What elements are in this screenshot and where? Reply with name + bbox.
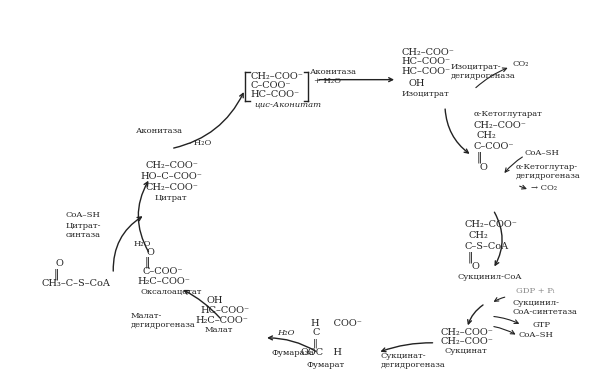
Text: H₂O: H₂O: [277, 329, 295, 337]
Text: HO–C–COO⁻: HO–C–COO⁻: [140, 172, 202, 181]
Text: O: O: [472, 263, 480, 272]
Text: CH₂–COO⁻: CH₂–COO⁻: [440, 337, 493, 346]
Text: O: O: [480, 163, 487, 172]
Text: CoA-синтетаза: CoA-синтетаза: [512, 308, 577, 316]
Text: HC–COO⁻: HC–COO⁻: [402, 58, 451, 67]
Text: CH₂–COO⁻: CH₂–COO⁻: [474, 121, 527, 130]
Text: CH₂: CH₂: [477, 131, 496, 140]
Text: Сукцинил-CoA: Сукцинил-CoA: [458, 273, 522, 281]
Text: C–COO⁻: C–COO⁻: [142, 267, 183, 276]
Text: Цитрат-: Цитрат-: [65, 222, 101, 230]
Text: CoA–SH: CoA–SH: [65, 211, 100, 219]
Text: OOC: OOC: [301, 348, 324, 357]
Text: GDP + Pᵢ: GDP + Pᵢ: [516, 287, 555, 294]
Text: C–COO⁻: C–COO⁻: [474, 142, 514, 151]
Text: – H₂O: – H₂O: [187, 139, 212, 147]
Text: C–COO⁻: C–COO⁻: [250, 81, 292, 90]
Text: дегидрогеназа: дегидрогеназа: [381, 361, 445, 368]
Text: CH₂–COO⁻: CH₂–COO⁻: [145, 161, 198, 170]
Text: H: H: [311, 319, 319, 328]
Text: синтаза: синтаза: [65, 231, 101, 239]
Text: дегидрогеназа: дегидрогеназа: [516, 172, 581, 180]
Text: цис-Аконитат: цис-Аконитат: [255, 100, 322, 108]
Text: H₂C–COO⁻: H₂C–COO⁻: [137, 277, 190, 286]
Text: Фумараза: Фумараза: [272, 349, 315, 357]
Text: CoA–SH: CoA–SH: [525, 149, 560, 157]
Text: ‖: ‖: [468, 251, 474, 263]
Text: Изоцитрат-: Изоцитрат-: [451, 63, 502, 71]
Text: CO₂: CO₂: [512, 60, 529, 68]
Text: ‖: ‖: [54, 268, 60, 280]
Text: GTP: GTP: [533, 321, 550, 329]
Text: H₂O: H₂O: [133, 240, 151, 248]
Text: α-Кетоглутарат: α-Кетоглутарат: [474, 110, 543, 118]
Text: ‖: ‖: [477, 152, 482, 163]
Text: ‖: ‖: [312, 338, 317, 348]
Text: OH: OH: [206, 296, 223, 305]
Text: CH₂–COO⁻: CH₂–COO⁻: [440, 328, 493, 338]
Text: O: O: [56, 259, 64, 268]
Text: CH₂–COO⁻: CH₂–COO⁻: [402, 47, 455, 56]
Text: Сукцинат-: Сукцинат-: [381, 352, 426, 360]
Text: O: O: [147, 248, 155, 257]
Text: α-Кетоглутар-: α-Кетоглутар-: [516, 163, 578, 172]
Text: дегидрогеназа: дегидрогеназа: [131, 321, 195, 329]
Text: C–S–CoA: C–S–CoA: [464, 242, 508, 251]
Text: CH₂: CH₂: [468, 231, 488, 240]
Text: OH: OH: [408, 79, 425, 88]
Text: Сукцинат: Сукцинат: [445, 347, 488, 355]
Text: HC–COO⁻: HC–COO⁻: [250, 90, 300, 99]
Text: Малат: Малат: [205, 326, 233, 334]
Text: Цитрат: Цитрат: [155, 194, 187, 202]
Text: CH₂–COO⁻: CH₂–COO⁻: [250, 72, 303, 81]
Text: H: H: [324, 348, 342, 357]
Text: → CO₂: → CO₂: [531, 184, 558, 192]
Text: C: C: [312, 328, 320, 338]
Text: Малат-: Малат-: [131, 312, 162, 320]
Text: Сукцинил-: Сукцинил-: [512, 300, 559, 307]
Text: CoA–SH: CoA–SH: [518, 331, 553, 339]
Text: ‖: ‖: [145, 256, 151, 268]
Text: HC–COO⁻: HC–COO⁻: [201, 306, 250, 315]
Text: дегидрогеназа: дегидрогеназа: [451, 72, 515, 80]
Text: Изоцитрат: Изоцитрат: [402, 91, 449, 98]
Text: COO⁻: COO⁻: [318, 319, 362, 328]
Text: CH₃–C–S–CoA: CH₃–C–S–CoA: [41, 279, 110, 288]
Text: HC–COO⁻: HC–COO⁻: [402, 67, 451, 76]
Text: Аконитаза: Аконитаза: [311, 68, 358, 76]
Text: + H₂O: + H₂O: [314, 77, 342, 85]
Text: CH₂–COO⁻: CH₂–COO⁻: [464, 220, 517, 229]
Text: Фумарат: Фумарат: [306, 361, 345, 368]
Text: Оксалоацетат: Оксалоацетат: [140, 287, 202, 296]
Text: Аконитаза: Аконитаза: [136, 127, 183, 135]
Text: H₂C–COO⁻: H₂C–COO⁻: [195, 316, 248, 325]
Text: CH₂–COO⁻: CH₂–COO⁻: [145, 182, 198, 192]
